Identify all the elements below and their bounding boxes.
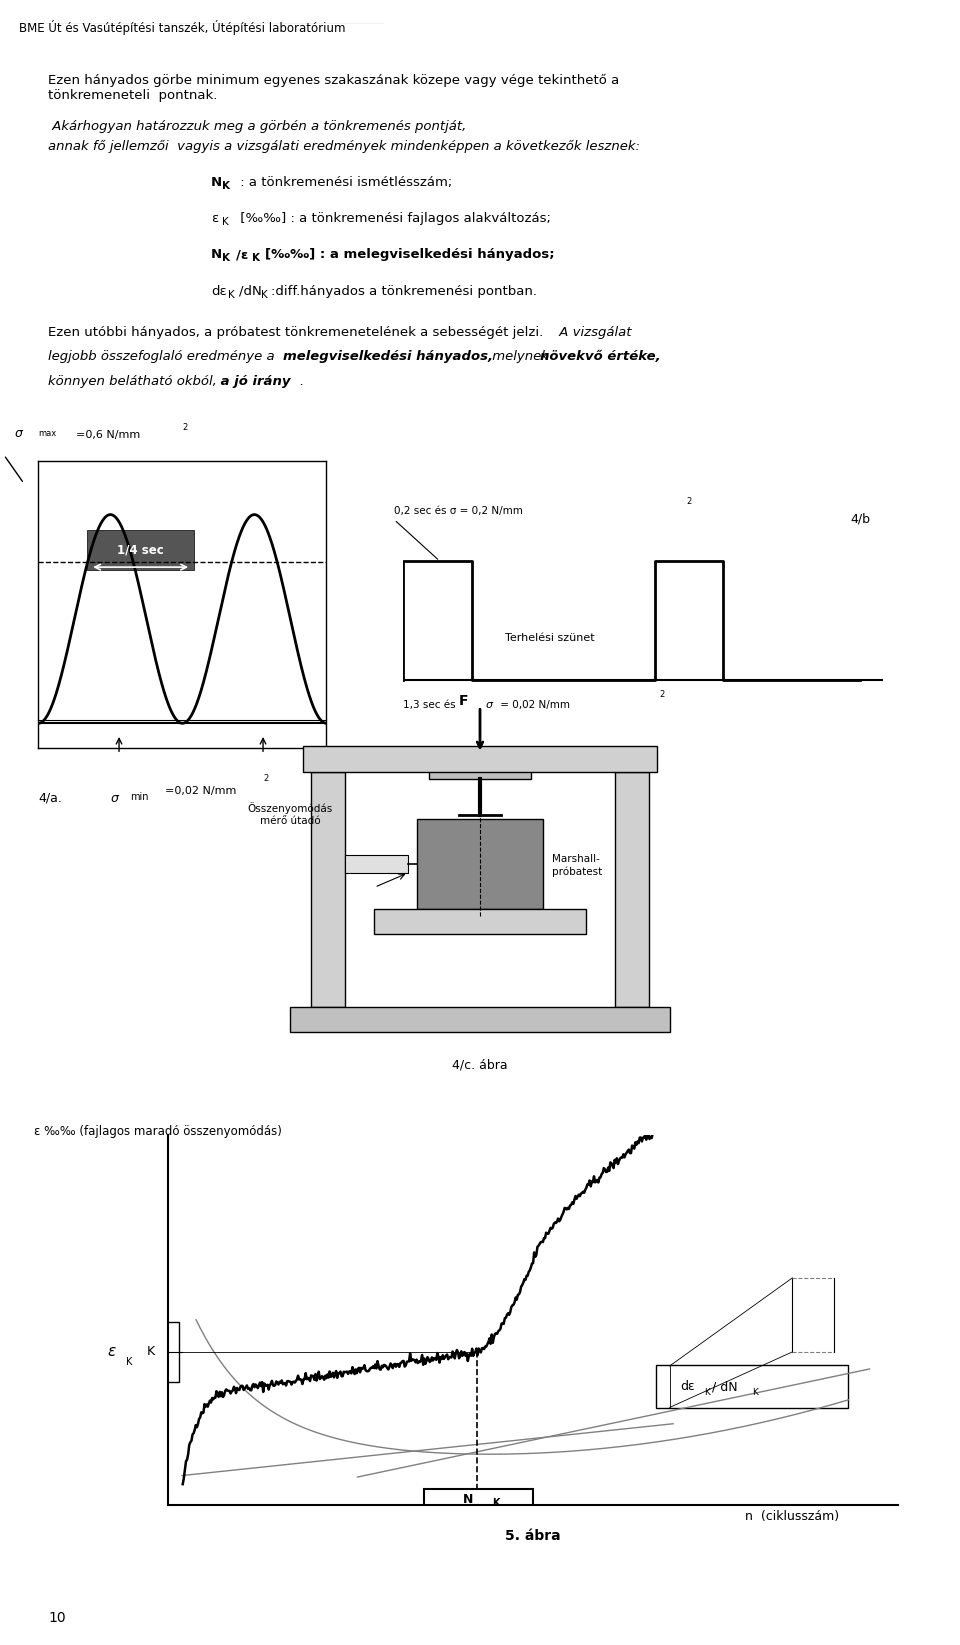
FancyBboxPatch shape: [311, 772, 345, 1007]
Text: Marshall-
próbatest: Marshall- próbatest: [552, 854, 602, 877]
Text: $\varepsilon$: $\varepsilon$: [107, 1344, 117, 1359]
Text: K: K: [228, 290, 235, 299]
Text: melynek: melynek: [488, 350, 553, 364]
Text: N: N: [463, 1492, 473, 1505]
Text: Összenyomódás
mérő útadó: Összenyomódás mérő útadó: [248, 803, 332, 826]
Text: : a tönkremenési ismétlésszám;: : a tönkremenési ismétlésszám;: [236, 176, 452, 189]
Text: K: K: [492, 1499, 500, 1508]
Text: K: K: [138, 1346, 155, 1359]
Text: $\sigma$: $\sigma$: [110, 791, 121, 804]
Text: min: min: [131, 791, 149, 801]
Text: 4/a.: 4/a.: [38, 791, 62, 804]
Text: ε: ε: [211, 212, 219, 225]
Text: K: K: [252, 253, 260, 263]
Text: 2: 2: [182, 423, 187, 431]
Text: a jó irány: a jó irány: [216, 375, 291, 388]
FancyBboxPatch shape: [374, 910, 586, 934]
Text: 2: 2: [686, 497, 692, 507]
Text: N: N: [211, 176, 223, 189]
FancyBboxPatch shape: [656, 1365, 849, 1408]
FancyBboxPatch shape: [615, 772, 649, 1007]
Text: F: F: [459, 694, 468, 707]
Text: 2: 2: [263, 775, 268, 783]
Text: K: K: [752, 1388, 757, 1397]
Text: / dN: / dN: [711, 1380, 737, 1393]
Text: Ezen hányados görbe minimum egyenes szakaszának közepe vagy vége tekinthető a
tö: Ezen hányados görbe minimum egyenes szak…: [48, 74, 619, 102]
FancyBboxPatch shape: [417, 819, 543, 910]
FancyBboxPatch shape: [429, 755, 531, 778]
Text: n  (ciklusszám): n (ciklusszám): [745, 1510, 839, 1523]
FancyBboxPatch shape: [52, 1321, 179, 1382]
Text: K: K: [704, 1388, 709, 1397]
Text: = 0,02 N/mm: = 0,02 N/mm: [497, 699, 570, 709]
Text: 1/4 sec: 1/4 sec: [117, 543, 164, 556]
Text: Ezen utóbbi hányados, a próbatest tönkremenetelének a sebességét jelzi.: Ezen utóbbi hányados, a próbatest tönkre…: [48, 326, 543, 339]
Text: 2: 2: [660, 689, 664, 699]
Text: =0,02 N/mm: =0,02 N/mm: [165, 786, 236, 796]
Text: -: -: [629, 350, 637, 364]
Text: A vizsgálat: A vizsgálat: [555, 326, 632, 339]
FancyBboxPatch shape: [87, 530, 194, 571]
Text: N: N: [211, 248, 223, 262]
Text: növekvő értéke,: növekvő értéke,: [540, 350, 660, 364]
FancyBboxPatch shape: [345, 855, 408, 873]
Text: könnyen belátható okból, -: könnyen belátható okból, -: [48, 375, 226, 388]
Text: melegviselkedési hányados,: melegviselkedési hányados,: [283, 350, 493, 364]
Text: Akárhogyan határozzuk meg a görbén a tönkremenés pontját,: Akárhogyan határozzuk meg a görbén a tön…: [48, 120, 467, 133]
Text: Terhelési szünet: Terhelési szünet: [505, 633, 594, 643]
Text: max: max: [38, 429, 57, 438]
Text: /ε: /ε: [236, 248, 249, 262]
Text: K: K: [261, 290, 268, 299]
Text: ε ‰‰ (fajlagos maradó összenyomódás): ε ‰‰ (fajlagos maradó összenyomódás): [34, 1125, 281, 1138]
Text: :diff.hányados a tönkremenési pontban.: :diff.hányados a tönkremenési pontban.: [271, 285, 537, 298]
FancyBboxPatch shape: [424, 1489, 533, 1510]
Text: K: K: [126, 1357, 132, 1367]
Text: 0,2 sec és σ = 0,2 N/mm: 0,2 sec és σ = 0,2 N/mm: [394, 507, 523, 517]
Text: =0,6 N/mm: =0,6 N/mm: [76, 431, 140, 441]
Text: 5. ábra: 5. ábra: [505, 1528, 561, 1543]
Text: K: K: [222, 253, 229, 263]
Text: legjobb összefoglaló eredménye a: legjobb összefoglaló eredménye a: [48, 350, 278, 364]
Text: annak fő jellemzői  vagyis a vizsgálati eredmények mindenképpen a következők les: annak fő jellemzői vagyis a vizsgálati e…: [48, 140, 640, 153]
Text: K: K: [222, 217, 228, 227]
Text: .: .: [300, 375, 303, 388]
Text: K: K: [222, 181, 229, 191]
Text: [‰‰] : a melegviselkedési hányados;: [‰‰] : a melegviselkedési hányados;: [265, 248, 555, 262]
Text: /dN: /dN: [239, 285, 262, 298]
Text: [‰‰] : a tönkremenési fajlagos alakváltozás;: [‰‰] : a tönkremenési fajlagos alakválto…: [236, 212, 551, 225]
Text: σ: σ: [486, 699, 492, 709]
FancyBboxPatch shape: [290, 1007, 670, 1031]
Text: dε: dε: [680, 1380, 695, 1393]
Text: 10: 10: [48, 1610, 65, 1625]
Text: 1,3 sec és: 1,3 sec és: [403, 699, 459, 709]
Text: BME Út és Vasútépítési tanszék, Útépítési laboratórium: BME Út és Vasútépítési tanszék, Útépítés…: [19, 20, 346, 35]
Text: 4/b: 4/b: [851, 513, 871, 525]
Text: 4/c. ábra: 4/c. ábra: [452, 1059, 508, 1073]
Text: $\sigma$: $\sigma$: [13, 428, 24, 441]
FancyBboxPatch shape: [302, 747, 658, 772]
Text: dε: dε: [211, 285, 227, 298]
